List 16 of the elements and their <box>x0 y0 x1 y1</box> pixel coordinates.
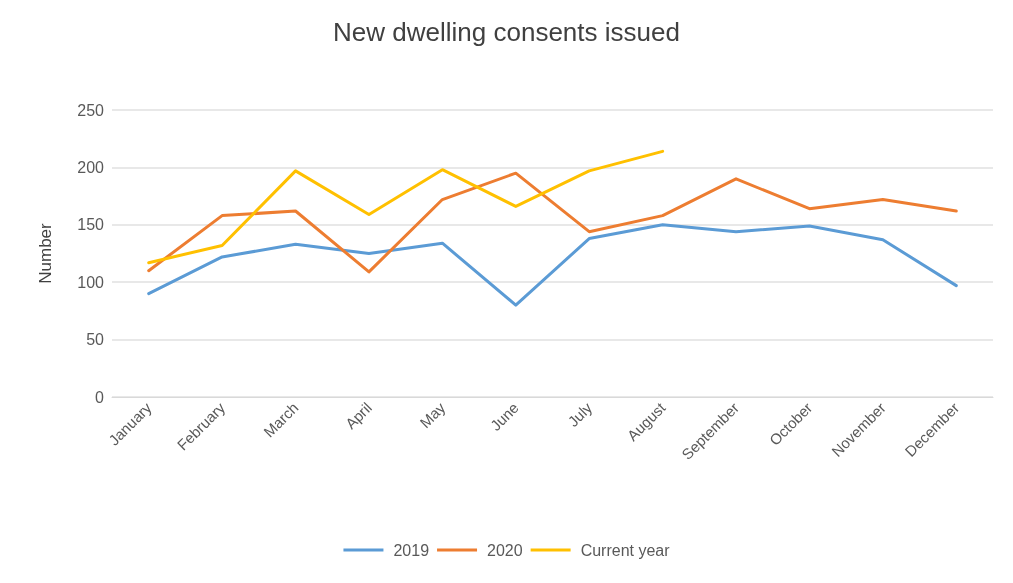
line-series <box>147 171 958 274</box>
y-axis-title: Number <box>36 222 55 284</box>
legend-label: 2020 <box>487 541 523 559</box>
chart-title: New dwelling consents issued <box>333 17 680 47</box>
x-tick-label: May <box>416 398 449 432</box>
legend-label: Current year <box>580 541 671 559</box>
y-tick-label: 150 <box>77 216 105 234</box>
line-series <box>147 223 958 307</box>
y-tick-label: 250 <box>77 101 105 119</box>
legend-label: 2019 <box>393 541 430 559</box>
y-tick-label: 200 <box>77 158 105 176</box>
line-series <box>147 149 665 265</box>
y-tick-label: 50 <box>86 331 105 349</box>
x-tick-label: July <box>564 398 596 430</box>
y-tick-label: 100 <box>77 273 105 291</box>
y-tick-label: 0 <box>95 388 105 406</box>
